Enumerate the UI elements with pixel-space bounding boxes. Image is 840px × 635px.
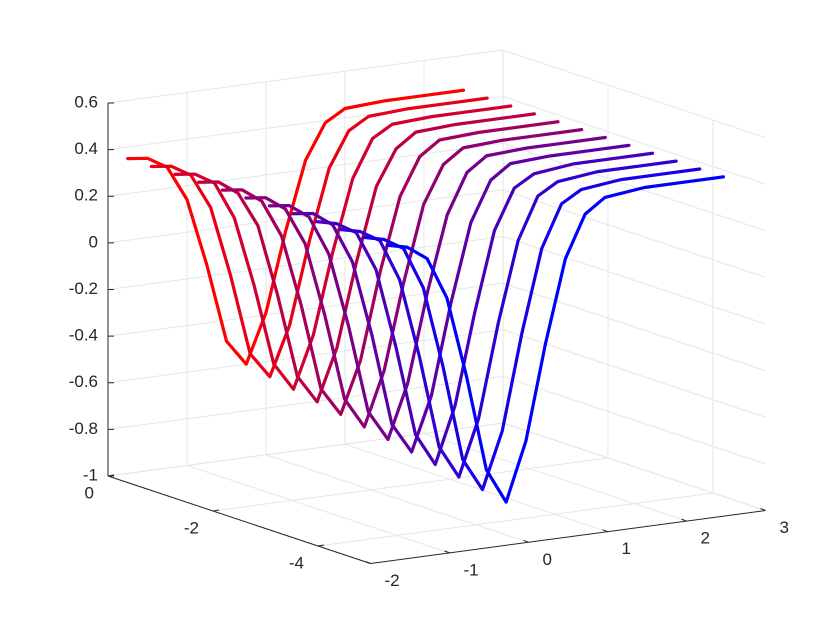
grid-line	[502, 236, 766, 325]
x-tick	[365, 561, 371, 564]
grid-line	[502, 375, 766, 465]
y-tick-label: -4	[289, 553, 304, 572]
z-tick-label: -1	[83, 465, 98, 484]
x-tick	[760, 508, 766, 511]
y-axis	[107, 475, 371, 564]
grid-line	[212, 457, 609, 512]
curve	[149, 96, 489, 379]
x-tick-label: -1	[464, 560, 479, 579]
curve	[315, 151, 655, 467]
curve	[173, 104, 513, 391]
z-tick-label: 0	[89, 232, 98, 251]
x-tick-label: 2	[701, 529, 710, 548]
curve-layer	[126, 88, 725, 504]
curve	[291, 143, 631, 454]
x-tick	[444, 550, 450, 554]
curve	[338, 159, 678, 479]
grid-line	[502, 282, 766, 372]
x-tick-label: 3	[780, 518, 789, 537]
y-tick	[212, 509, 220, 512]
grid-line	[107, 142, 504, 197]
x-tick-label: 1	[622, 539, 631, 558]
grid-line	[344, 443, 608, 533]
x-tick-label: -2	[385, 571, 400, 590]
x-tick	[523, 539, 529, 543]
z-tick-label: -0.2	[69, 279, 98, 298]
grid-line	[107, 375, 504, 430]
y-tick-label: 0	[85, 483, 94, 502]
z-tick-label: -0.4	[69, 326, 98, 345]
grid-line	[317, 492, 714, 547]
z-tick-label: 0.2	[74, 186, 98, 205]
x-tick	[602, 529, 608, 533]
grid-line	[502, 49, 766, 138]
curve	[126, 88, 466, 366]
axis-layer: -1-0.8-0.6-0.4-0.200.20.40.6-4-20-2-1012…	[69, 92, 789, 590]
curve	[244, 128, 584, 429]
grid-line	[186, 464, 450, 554]
grid-line	[265, 454, 529, 543]
grid-line	[107, 282, 504, 337]
grid-line	[502, 329, 766, 418]
z-tick-label: -0.6	[69, 372, 98, 391]
x-axis	[370, 510, 766, 564]
grid-line	[107, 49, 504, 104]
grid-line	[502, 422, 766, 511]
grid-line	[502, 189, 766, 278]
curve	[267, 135, 607, 442]
x-tick	[681, 518, 687, 522]
curve	[362, 167, 702, 492]
y-tick	[107, 474, 115, 477]
y-tick	[317, 544, 325, 547]
z-tick-label: 0.4	[74, 139, 98, 158]
curve	[386, 175, 725, 504]
y-tick-label: -2	[184, 518, 199, 537]
z-tick-label: 0.6	[74, 92, 98, 111]
x-tick-label: 0	[543, 550, 552, 569]
grid-line	[502, 96, 766, 185]
z-tick-label: -0.8	[69, 419, 98, 438]
curve	[220, 120, 560, 416]
curve	[197, 112, 536, 404]
